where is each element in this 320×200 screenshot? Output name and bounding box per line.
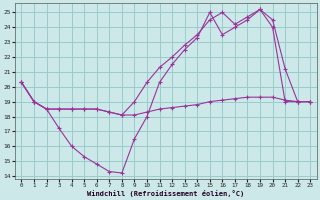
X-axis label: Windchill (Refroidissement éolien,°C): Windchill (Refroidissement éolien,°C) xyxy=(87,190,244,197)
